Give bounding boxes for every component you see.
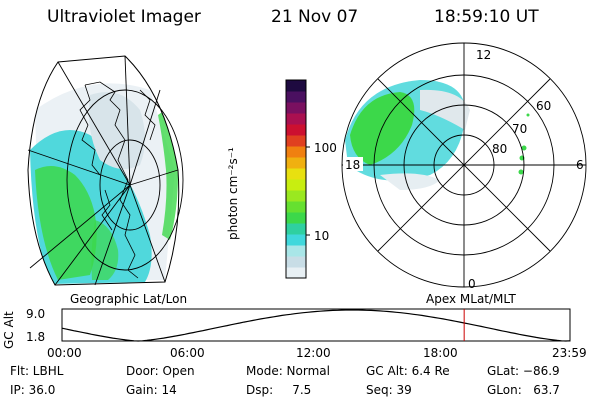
colorbar-segment	[286, 212, 306, 224]
colorbar-segment	[286, 102, 306, 114]
colorbar-segment	[286, 234, 306, 246]
colorbar-segment	[286, 91, 306, 103]
lat-label-80: 80	[492, 142, 507, 156]
orbit-ylabel: GC Alt	[2, 311, 16, 349]
orbit-plot	[61, 308, 571, 342]
polar-map-label: Apex MLat/MLT	[426, 292, 516, 306]
colorbar-segment	[286, 168, 306, 180]
lat-label-70: 70	[512, 122, 527, 136]
geographic-map-label: Geographic Lat/Lon	[70, 292, 188, 306]
colorbar-segment	[286, 179, 306, 191]
mlt-label-12: 12	[476, 48, 491, 62]
orbit-ytick-max: 9.0	[26, 307, 46, 321]
colorbar-tick-100: 100	[314, 141, 337, 155]
orbit-xtick-1200: 12:00	[296, 346, 331, 360]
mlt-label-6: 6	[576, 158, 584, 172]
colorbar-segment	[286, 135, 306, 147]
lat-label-60: 60	[536, 99, 551, 113]
polar-map: 12 0 18 6 60 70 80	[341, 42, 587, 291]
ip-info: IP: 36.0	[10, 383, 56, 397]
geographic-map	[27, 55, 184, 286]
orbit-ytick-min: 1.8	[26, 330, 46, 344]
colorbar-tick-10: 10	[314, 229, 330, 243]
mlt-label-0: 0	[468, 277, 476, 291]
gain-info: Gain: 14	[126, 383, 177, 397]
seq-info: Seq: 39	[366, 383, 412, 397]
colorbar-label: photon cm⁻²s⁻¹	[226, 147, 240, 240]
filter-info: Flt: LBHL	[10, 364, 64, 378]
instrument-title: Ultraviolet Imager	[47, 7, 201, 27]
dsp-info: Dsp: 7.5	[246, 383, 312, 397]
altitude-curve	[61, 309, 571, 342]
orbit-xtick-0600: 06:00	[170, 346, 205, 360]
colorbar-segment	[286, 256, 306, 268]
date-label: 21 Nov 07	[271, 7, 359, 27]
colorbar-segment	[286, 267, 306, 279]
colorbar-segment	[286, 124, 306, 136]
gc-alt-info: GC Alt: 6.4 Re	[366, 364, 450, 378]
orbit-xtick-1800: 18:00	[423, 346, 458, 360]
colorbar-frame	[285, 79, 307, 279]
mlt-label-18: 18	[345, 158, 360, 172]
colorbar	[285, 79, 310, 279]
orbit-xtick-0000: 00:00	[47, 346, 82, 360]
colorbar-segment	[286, 245, 306, 257]
colorbar-segment	[286, 223, 306, 235]
colorbar-segment	[286, 201, 306, 213]
time-label: 18:59:10 UT	[434, 7, 539, 27]
mode-info: Mode: Normal	[246, 364, 330, 378]
colorbar-segment	[286, 146, 306, 158]
glat-info: GLat: −86.9	[487, 364, 560, 378]
colorbar-segment	[286, 80, 306, 92]
door-info: Door: Open	[126, 364, 195, 378]
colorbar-segment	[286, 190, 306, 202]
glon-info: GLon: 63.7	[487, 383, 560, 397]
orbit-xtick-2359: 23:59	[552, 346, 587, 360]
colorbar-segment	[286, 113, 306, 125]
colorbar-segment	[286, 157, 306, 169]
